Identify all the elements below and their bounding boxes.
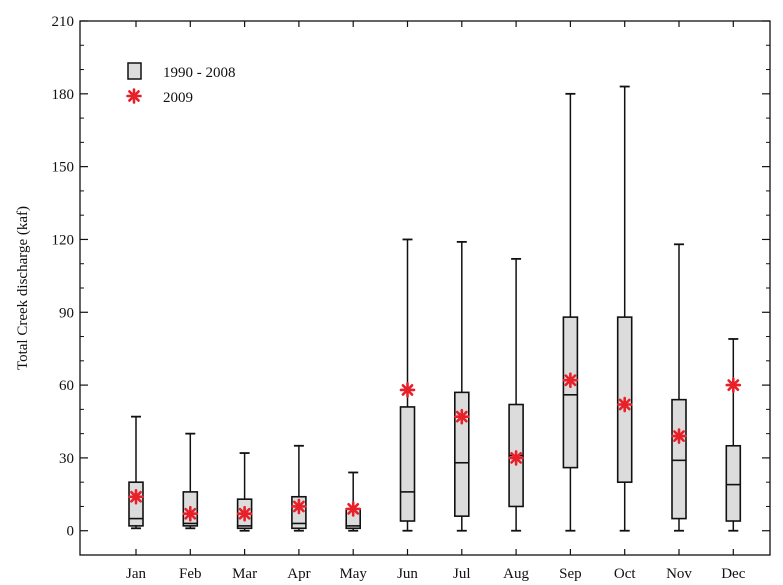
iqr-box [725,444,742,522]
legend-asterisk-marker [126,88,142,104]
marker-2009-jan [128,488,144,505]
x-tick-label: Apr [287,566,310,582]
y-tick-label: 90 [59,305,74,321]
asterisk-stroke [510,452,522,464]
y-tick-label: 60 [59,378,74,394]
asterisk-stroke [455,410,468,423]
y-axis-title: Total Creek discharge (kaf) [15,206,31,370]
x-tick-label: Dec [721,566,745,582]
x-tick-label: Mar [232,566,257,582]
asterisk-stroke [673,430,685,442]
box-aug [508,257,524,532]
legend-label-box: 1990 - 2008 [163,65,236,81]
iqr-box [562,316,579,469]
y-tick-label: 120 [52,232,75,248]
x-tick-label: Sep [559,566,582,582]
box-dec [725,338,742,532]
asterisk-stroke [727,379,740,391]
asterisk-stroke [238,507,251,520]
asterisk-stroke [618,398,631,411]
marker-2009-may [345,501,362,517]
marker-2009-sep [562,372,579,389]
x-tick-label: Jun [397,566,418,582]
marker-2009-jun [399,382,416,398]
y-tick-label: 210 [52,14,75,30]
marker-2009-jul [453,408,470,425]
box-apr [291,444,307,532]
asterisk-stroke [293,500,305,513]
box-jan [128,415,144,530]
marker-2009-aug [508,450,524,466]
y-tick-label: 0 [67,524,75,540]
marker-2009-dec [725,377,742,393]
x-tick-label: Jul [453,566,471,582]
iqr-box [671,398,687,520]
box-jun [399,238,416,532]
x-tick-label: Nov [666,566,692,582]
legend-label-marker: 2009 [163,90,193,106]
iqr-box [453,391,470,517]
asterisk-stroke [130,490,142,503]
marker-2009-apr [291,498,307,515]
marker-2009-oct [616,396,633,413]
legend-asterisk [126,88,142,104]
box-sep [562,92,579,532]
y-tick-label: 150 [52,160,75,176]
legend-box-swatch [127,62,142,80]
box-oct [616,85,633,532]
asterisk-stroke [564,374,577,387]
marker-2009-nov [671,428,687,444]
asterisk-stroke [128,90,140,102]
asterisk-stroke [184,507,197,520]
x-tick-label: Feb [179,566,202,582]
y-tick-label: 180 [52,87,75,103]
y-axis: 0 30 60 90 120 150 180 210 [52,14,770,556]
marker-series [128,372,742,522]
x-tick-label: Oct [614,566,636,582]
asterisk-stroke [347,502,360,515]
iqr-box [399,406,416,522]
marker-2009-feb [182,505,199,522]
y-tick-label: 30 [59,451,74,467]
box-jul [453,240,470,532]
x-axis: Jan Feb Mar Apr May Jun Jul Aug Sep Oct Nov Dec [126,21,746,582]
box-series [128,85,742,532]
x-tick-label: Jan [126,566,146,582]
legend: 1990 - 2008 2009 [126,62,236,106]
marker-2009-mar [236,505,253,522]
x-tick-label: May [339,566,367,582]
x-tick-label: Aug [503,566,529,582]
asterisk-stroke [401,384,414,396]
box-nov [671,243,687,532]
